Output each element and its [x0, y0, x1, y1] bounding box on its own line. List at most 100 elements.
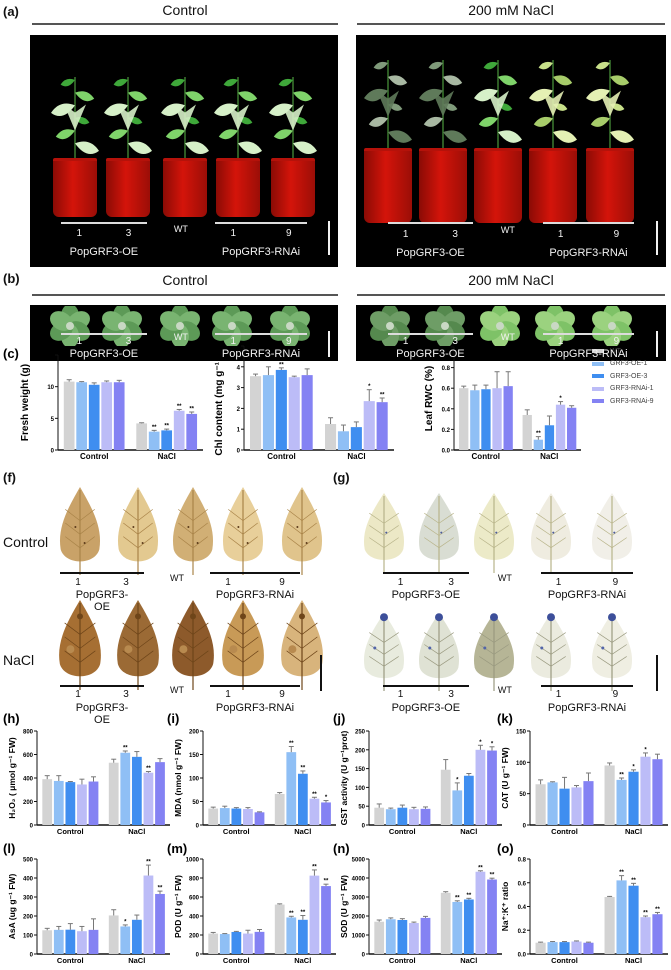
y-tick-label: 10	[47, 385, 54, 391]
rnai-group-line	[540, 572, 634, 574]
pot	[163, 158, 207, 217]
bar	[420, 917, 431, 954]
bar	[219, 934, 230, 954]
bar	[136, 423, 148, 450]
bar	[254, 812, 265, 825]
panel-label-d: (d)	[196, 346, 213, 361]
genotype-number: 1	[230, 336, 237, 347]
genotype-number: 9	[613, 229, 620, 240]
legend-swatch	[592, 374, 604, 379]
rosette-image	[102, 306, 142, 346]
genotype-number: 9	[613, 336, 620, 347]
y-tick-label: 0	[237, 449, 241, 455]
bar	[544, 425, 555, 450]
y-tick-label: 0	[30, 824, 34, 830]
y-tick-label: 1	[237, 428, 241, 434]
y-tick-label: 0.8	[518, 858, 527, 864]
significance-mark: **	[189, 407, 194, 413]
bar	[440, 769, 451, 825]
plant-image	[269, 77, 317, 162]
bar	[397, 807, 408, 825]
significance-mark: **	[619, 773, 624, 779]
x-category-label: NaCl	[128, 827, 145, 836]
y-tick-label: 15	[47, 354, 54, 360]
scale-bar	[656, 655, 658, 691]
significance-mark: **	[146, 860, 151, 866]
y-tick-label: 600	[189, 896, 200, 902]
y-tick-label: 2000	[352, 915, 366, 921]
bar	[547, 942, 558, 954]
y-tick-label: 600	[23, 753, 34, 759]
leaf-image	[473, 613, 515, 691]
y-axis-label: Leaf RWC (%)	[424, 366, 435, 431]
bar	[143, 875, 154, 954]
genotype-number: 3	[123, 577, 129, 588]
bar	[208, 808, 219, 825]
bar	[173, 410, 185, 450]
x-category-label: Control	[389, 956, 416, 965]
x-category-label: NaCl	[460, 827, 477, 836]
row-label-control: Control	[3, 534, 49, 550]
genotype-number: 1	[76, 228, 83, 239]
y-tick-label: 0.4	[442, 407, 451, 413]
rnai-group-line	[540, 685, 634, 687]
y-tick-label: 4000	[352, 877, 366, 883]
bar	[567, 407, 577, 450]
bar	[108, 762, 119, 825]
bar	[397, 919, 408, 954]
significance-mark: **	[478, 865, 483, 871]
pot	[216, 158, 260, 217]
panel-label-c: (c)	[3, 346, 19, 361]
y-tick-label: 0.6	[518, 881, 527, 887]
bar	[535, 942, 546, 954]
y-tick-label: 100	[23, 934, 34, 940]
bar	[409, 809, 419, 825]
bar	[274, 904, 285, 954]
leaf-image	[363, 493, 405, 573]
bar	[77, 784, 87, 825]
bar	[376, 402, 388, 450]
panel-b-nacl-title: 200 mM NaCl	[468, 272, 554, 288]
genotype-number: WT	[497, 573, 512, 583]
y-tick-label: 0.2	[518, 929, 527, 935]
bar	[65, 782, 76, 825]
legend-item: GRF3-OE-1	[592, 358, 654, 371]
bar	[533, 439, 543, 450]
genotype-number: 9	[285, 228, 292, 239]
genotype-number: 9	[612, 577, 619, 588]
y-tick-label: 0	[196, 953, 200, 959]
bar	[131, 756, 142, 825]
genotype-number: 9	[279, 689, 285, 700]
x-category-label: Control	[57, 956, 84, 965]
oe-group-label: PopGRF3-OE	[69, 246, 139, 258]
legend-swatch	[592, 399, 604, 404]
bar	[297, 773, 308, 825]
oe-group-label: PopGRF3-OE	[75, 589, 129, 613]
genotype-number: WT	[500, 332, 515, 342]
x-category-label: Control	[389, 827, 416, 836]
genotype-number: 1	[225, 577, 231, 588]
bar	[420, 808, 431, 825]
panel-label-f: (f)	[3, 470, 16, 485]
x-category-label: Control	[551, 956, 578, 965]
y-tick-label: 300	[23, 896, 34, 902]
bar	[481, 389, 491, 450]
leaf-image	[418, 493, 460, 573]
y-tick-label: 0.0	[442, 449, 451, 455]
rosette-image	[160, 306, 200, 346]
significance-mark: *	[491, 741, 494, 747]
bar	[254, 931, 265, 954]
significance-mark: *	[368, 384, 371, 390]
legend-item: GRF3-RNAi-1	[592, 383, 654, 396]
genotype-number: 1	[76, 336, 83, 347]
genotype-number: 1	[555, 689, 562, 700]
y-axis-label: H₂O₂ ( μmol g⁻¹ FW)	[7, 737, 17, 819]
genotype-number: 9	[285, 336, 292, 347]
genotype-number: 3	[125, 228, 132, 239]
bar	[604, 765, 615, 825]
rosette-image	[212, 306, 252, 346]
bar	[88, 781, 99, 825]
oe-group-label: PopGRF3-OE	[69, 348, 139, 360]
bar	[297, 919, 308, 954]
